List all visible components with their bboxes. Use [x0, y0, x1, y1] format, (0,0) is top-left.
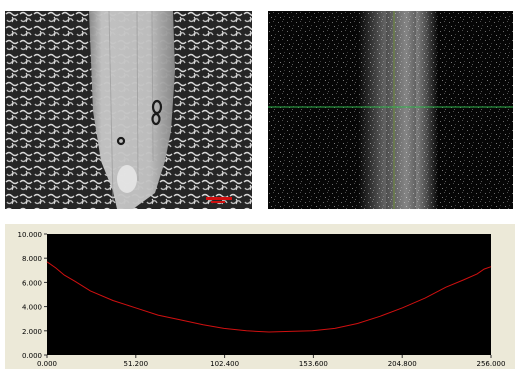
series-line	[46, 261, 492, 333]
x-tick-label: 204.800	[388, 360, 417, 368]
x-tick-label: 102.400	[210, 360, 239, 368]
x-tick-label: 153.600	[299, 360, 328, 368]
x-tick-label: 51.200	[124, 360, 149, 368]
y-tick-label: 6.000	[22, 279, 42, 287]
profile-chart-svg: 0.000 2.000 4.000 6.000 8.000 10.000 0.000 51.…	[18, 231, 506, 368]
y-tick-label: 2.000	[22, 328, 42, 336]
x-tick-label: 0.000	[37, 360, 57, 368]
y-tick-label: 0.000	[22, 352, 42, 360]
intensity-profile-chart: 0.000 2.000 4.000 6.000 8.000 10.000 0.000 51.…	[5, 224, 515, 369]
micrograph-left-image	[5, 11, 252, 209]
y-tick-label: 10.000	[18, 231, 43, 239]
y-tick-label: 8.000	[22, 255, 42, 263]
x-tick-label: 256.000	[477, 360, 506, 368]
plot-area	[47, 234, 491, 355]
micrograph-left-svg	[5, 11, 252, 209]
intensity-right-svg	[268, 11, 513, 209]
intensity-right-image	[268, 11, 513, 209]
y-tick-label: 4.000	[22, 304, 42, 312]
